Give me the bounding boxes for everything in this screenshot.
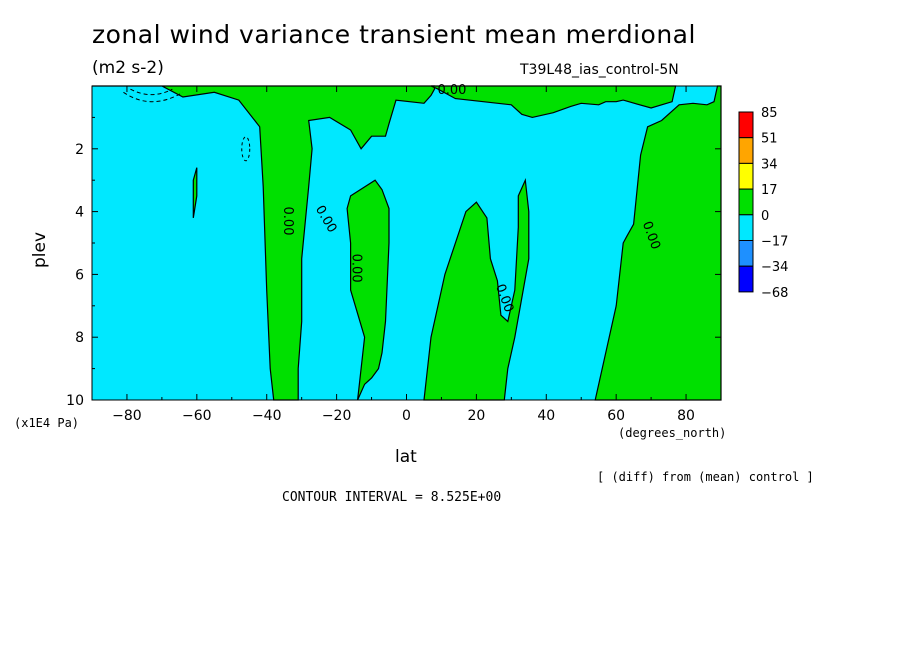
contour-interval-label: CONTOUR INTERVAL = 8.525E+00 (282, 490, 502, 505)
x-axis-unit: (degrees_north) (618, 426, 727, 440)
y-tick-label: 4 (75, 205, 84, 221)
legend-label: 34 (761, 157, 778, 172)
y-axis-unit: (x1E4 Pa) (14, 416, 80, 430)
positive-region-nh-high-lat (594, 85, 722, 401)
positive-region-sh-thin-sliver (192, 167, 198, 218)
x-tick-label: −20 (322, 408, 352, 424)
case-label: T39L48_ias_control-5N (520, 62, 679, 78)
axes: −80 −60 −40 −20 0 20 40 60 80 2 4 6 8 10 (66, 85, 722, 424)
y-tick-label: 8 (75, 330, 84, 346)
legend-label: 51 (761, 132, 778, 147)
x-tick-label: 60 (607, 408, 625, 424)
contour-label: 0.00 (348, 254, 363, 283)
legend-swatch (738, 265, 754, 293)
plot-area: 0.00 0.000.000.000.000.00 (92, 83, 722, 401)
legend-swatch (738, 137, 754, 164)
legend-label: −34 (761, 260, 788, 275)
x-tick-label: 80 (677, 408, 695, 424)
legend-label: 17 (761, 183, 778, 198)
legend-label: 0 (761, 209, 769, 224)
dashed-contour (130, 88, 173, 96)
positive-region-nh-upper-tongue (430, 85, 677, 119)
x-tick-label: 20 (467, 408, 485, 424)
x-axis-label: lat (395, 447, 417, 467)
x-tick-label: 40 (537, 408, 555, 424)
contour-label: 0.00 (280, 207, 295, 236)
legend-label: −17 (761, 235, 788, 250)
legend-swatch (738, 162, 754, 190)
x-tick-label: −60 (182, 408, 212, 424)
chart-title: zonal wind variance transient mean merdi… (92, 20, 696, 49)
legend: 85 51 34 17 0 −17 −34 −68 (738, 106, 788, 301)
dashed-contour (123, 91, 184, 103)
x-tick-label: −40 (252, 408, 282, 424)
legend-swatch (738, 188, 754, 216)
y-tick-label: 10 (66, 393, 84, 409)
y-tick-label: 2 (75, 142, 84, 158)
legend-swatch (738, 214, 754, 242)
y-tick-label: 6 (75, 267, 84, 283)
legend-swatch (738, 111, 754, 139)
positive-region-equatorial-column (346, 179, 390, 401)
legend-label: −68 (761, 286, 788, 301)
x-tick-label: 0 (402, 408, 411, 424)
y-axis-label: plev (30, 231, 51, 269)
legend-label: 85 (761, 106, 778, 121)
positive-region-sh-mid-lat-band (92, 85, 436, 401)
dashed-contour (241, 136, 251, 162)
diff-note: [ (diff) from (mean) control ] (597, 470, 814, 484)
chart-units: (m2 s-2) (92, 58, 164, 78)
legend-swatch (738, 240, 754, 267)
positive-region-ne-tropics-column (423, 177, 530, 401)
contour-label: 0.00 (437, 83, 466, 98)
x-tick-label: −80 (112, 408, 142, 424)
